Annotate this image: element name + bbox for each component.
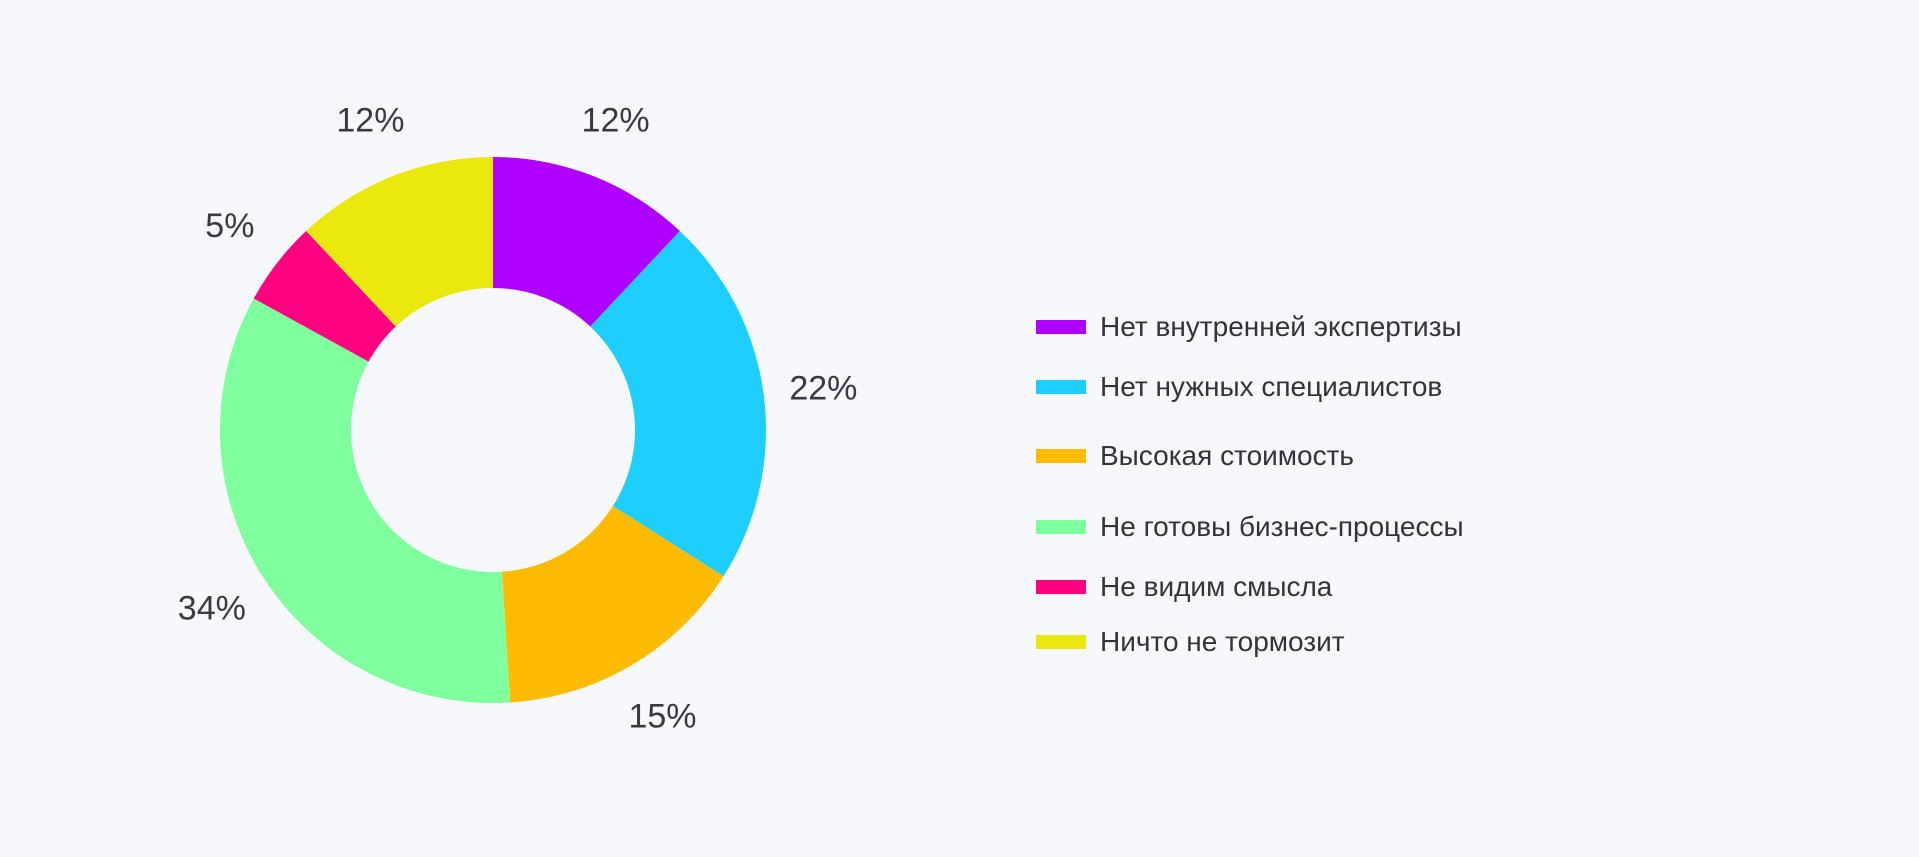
- legend-item-1: Нет внутренней экспертизы: [1036, 307, 1464, 347]
- legend-swatch: [1036, 520, 1086, 534]
- legend: Нет внутренней экспертизы Нет нужных спец…: [1036, 307, 1464, 682]
- legend-item-4: Не готовы бизнес-процессы: [1036, 507, 1464, 547]
- legend-swatch: [1036, 380, 1086, 394]
- legend-label: Ничто не тормозит: [1100, 626, 1345, 657]
- donut-slices: [220, 157, 766, 703]
- donut-slice-1: [493, 157, 680, 327]
- slice-percent-label: 12%: [582, 101, 650, 139]
- legend-label: Нет внутренней экспертизы: [1100, 311, 1462, 342]
- legend-item-5: Не видим смысла: [1036, 567, 1464, 607]
- legend-swatch: [1036, 320, 1086, 334]
- legend-swatch: [1036, 635, 1086, 649]
- donut-slice-6: [306, 157, 493, 327]
- legend-item-2: Нет нужных специалистов: [1036, 367, 1464, 407]
- slice-percent-label: 34%: [178, 589, 246, 627]
- donut-labels: 12% 22% 15% 34% 5% 12%: [178, 101, 858, 735]
- donut-slice-2: [590, 230, 766, 577]
- legend-label: Высокая стоимость: [1100, 440, 1355, 471]
- slice-percent-label: 12%: [336, 101, 404, 139]
- legend-swatch: [1036, 449, 1086, 463]
- donut-slice-5: [253, 230, 396, 362]
- slice-percent-label: 22%: [789, 369, 857, 407]
- slice-percent-label: 5%: [205, 207, 254, 245]
- legend-label: Нет нужных специалистов: [1100, 371, 1443, 402]
- legend-label: Не готовы бизнес-процессы: [1100, 511, 1464, 542]
- legend-item-3: Высокая стоимость: [1036, 436, 1464, 476]
- donut-slice-3: [501, 506, 724, 703]
- legend-swatch: [1036, 580, 1086, 594]
- legend-item-6: Ничто не тормозит: [1036, 622, 1464, 662]
- legend-label: Не видим смысла: [1100, 571, 1333, 602]
- slice-percent-label: 15%: [628, 698, 696, 736]
- donut-slice-4: [220, 298, 511, 703]
